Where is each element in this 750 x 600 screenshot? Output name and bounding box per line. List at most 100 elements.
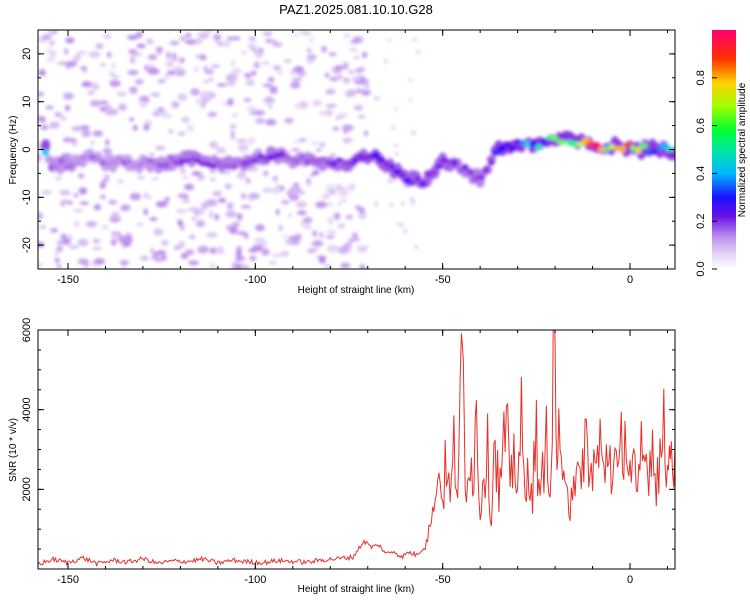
noise-speckle bbox=[252, 244, 263, 251]
ridge-core bbox=[562, 140, 568, 146]
noise-speckle bbox=[200, 201, 209, 210]
noise-speckle bbox=[178, 240, 186, 249]
noise-speckle bbox=[361, 51, 368, 59]
noise-speckle bbox=[262, 171, 269, 176]
noise-speckle bbox=[149, 152, 154, 157]
noise-speckle bbox=[308, 37, 314, 43]
ridge-core bbox=[84, 154, 91, 160]
noise-speckle bbox=[333, 70, 341, 75]
noise-speckle bbox=[289, 185, 302, 193]
colorbar-tick-label: 0.2 bbox=[695, 214, 707, 229]
snr-xtick-label: -150 bbox=[57, 574, 79, 586]
noise-speckle bbox=[332, 126, 340, 131]
noise-speckle bbox=[38, 154, 43, 162]
noise-speckle bbox=[265, 38, 273, 44]
noise-speckle bbox=[72, 208, 84, 213]
noise-speckle bbox=[38, 262, 43, 268]
noise-speckle bbox=[180, 36, 186, 42]
ridge-core bbox=[635, 146, 642, 154]
noise-speckle bbox=[110, 238, 117, 246]
noise-speckle bbox=[243, 264, 249, 269]
noise-speckle bbox=[49, 121, 60, 129]
ridge-core bbox=[121, 159, 128, 167]
noise-speckle bbox=[147, 67, 160, 75]
noise-speckle bbox=[60, 116, 67, 121]
noise-speckle bbox=[335, 185, 344, 192]
noise-speckle bbox=[300, 30, 312, 36]
noise-speckle bbox=[277, 68, 283, 75]
noise-speckle bbox=[54, 112, 62, 118]
snr-x-axis-label: Height of straight line (km) bbox=[298, 584, 415, 595]
noise-speckle bbox=[255, 224, 265, 232]
noise-speckle bbox=[59, 189, 71, 196]
noise-speckle bbox=[209, 247, 217, 255]
noise-speckle bbox=[93, 204, 101, 211]
noise-speckle bbox=[107, 51, 112, 59]
noise-speckle bbox=[222, 39, 232, 48]
ridge-core bbox=[257, 153, 264, 159]
colorbar-tick-label: 0.8 bbox=[695, 70, 707, 85]
noise-speckle bbox=[269, 260, 277, 265]
noise-speckle bbox=[80, 65, 88, 71]
noise-speckle bbox=[229, 124, 237, 129]
noise-speckle bbox=[132, 124, 138, 131]
noise-speckle bbox=[143, 124, 150, 131]
noise-speckle bbox=[143, 208, 149, 216]
snr-ytick-label: 4000 bbox=[21, 397, 33, 421]
noise-speckle bbox=[289, 193, 300, 201]
noise-speckle bbox=[164, 72, 170, 80]
noise-speckle bbox=[352, 232, 358, 239]
noise-speckle bbox=[254, 148, 262, 153]
noise-speckle bbox=[265, 119, 277, 126]
noise-speckle bbox=[248, 36, 256, 42]
noise-speckle bbox=[73, 221, 80, 227]
noise-speckle bbox=[48, 40, 56, 45]
noise-speckle bbox=[358, 66, 365, 73]
ridge-core bbox=[403, 177, 412, 184]
noise-speckle bbox=[386, 39, 392, 42]
noise-speckle bbox=[81, 81, 93, 88]
noise-speckle bbox=[235, 266, 242, 269]
noise-speckle bbox=[297, 190, 306, 195]
noise-speckle bbox=[197, 174, 205, 181]
noise-speckle bbox=[63, 137, 72, 143]
noise-speckle bbox=[298, 138, 307, 142]
noise-speckle bbox=[334, 65, 345, 71]
noise-speckle bbox=[232, 36, 241, 41]
noise-speckle bbox=[63, 238, 71, 246]
ridge-core bbox=[488, 160, 495, 166]
spectrogram-xtick-label: 0 bbox=[627, 274, 633, 286]
noise-speckle bbox=[69, 138, 77, 142]
noise-speckle bbox=[304, 181, 313, 187]
snr-panel: -150 -100 -50 0 2000 4000 6000 Height of stra… bbox=[8, 318, 676, 595]
noise-speckle bbox=[306, 222, 311, 229]
ridge-core bbox=[550, 135, 558, 141]
spectrogram-ytick-label: -10 bbox=[21, 189, 33, 205]
noise-speckle bbox=[39, 225, 47, 229]
noise-speckle bbox=[340, 262, 351, 269]
noise-speckle bbox=[319, 232, 324, 238]
noise-speckle bbox=[306, 47, 312, 54]
noise-speckle bbox=[91, 82, 100, 91]
noise-speckle bbox=[297, 210, 307, 216]
noise-speckle bbox=[315, 201, 327, 209]
noise-speckle bbox=[387, 178, 392, 184]
ridge-core bbox=[89, 154, 96, 160]
noise-speckle bbox=[244, 72, 252, 78]
spectrogram-xtick-label: -150 bbox=[57, 274, 79, 286]
noise-speckle bbox=[111, 231, 122, 239]
noise-speckle bbox=[326, 184, 335, 190]
noise-speckle bbox=[150, 247, 155, 254]
noise-speckle bbox=[101, 179, 110, 183]
noise-speckle bbox=[293, 33, 300, 38]
snr-ytick-label: 6000 bbox=[21, 318, 33, 342]
ridge-core bbox=[99, 160, 108, 166]
ridge-core bbox=[492, 149, 501, 156]
noise-speckle bbox=[79, 125, 90, 130]
ridge-core bbox=[115, 156, 123, 163]
noise-speckle bbox=[343, 128, 348, 135]
ridge-core bbox=[435, 164, 443, 169]
ridge-core bbox=[368, 153, 374, 160]
noise-speckle bbox=[95, 43, 104, 49]
noise-speckle bbox=[240, 205, 252, 209]
